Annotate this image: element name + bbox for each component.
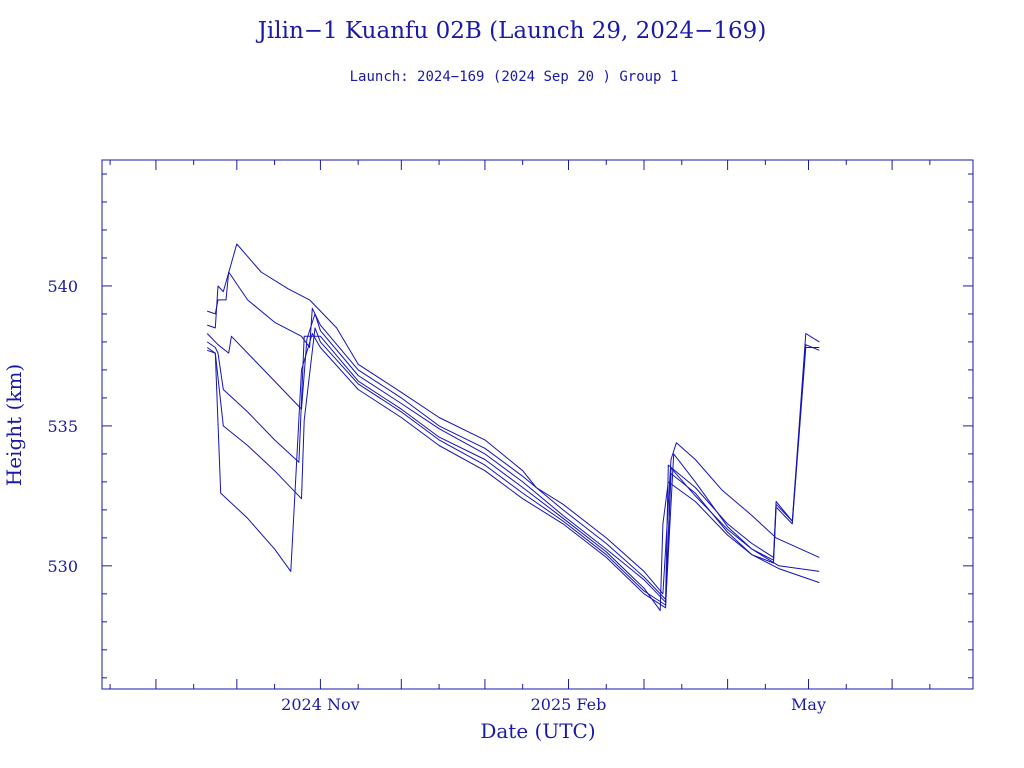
x-tick-label-3: May [791,695,826,714]
y-axis-ticks [102,173,973,679]
x-axis-label: Date (UTC) [480,719,595,743]
y-axis-tick-labels: 530 535 540 [47,277,78,576]
x-axis-ticks [109,160,974,689]
series-line-4 [206,335,820,612]
y-tick-label-3: 540 [47,277,78,296]
x-tick-label-2: 2025 Feb [531,695,607,714]
x-tick-label-1: 2024 Nov [281,695,359,714]
series-line-1 [207,243,820,595]
plot-frame [101,159,974,690]
x-axis-tick-labels: 2024 Nov 2025 Feb May [281,695,826,714]
series-line-2 [207,271,820,600]
series-line-5 [207,327,820,606]
chart-title: Jilin−1 Kuanfu 02B (Launch 29, 2024−169) [256,18,767,44]
series-group [206,243,820,612]
chart-subtitle: Launch: 2024−169 (2024 Sep 20 ) Group 1 [350,69,679,85]
y-tick-label-1: 530 [47,557,78,576]
y-tick-label-2: 535 [47,417,78,436]
series-line-6 [206,333,820,609]
y-axis-label: Height (km) [2,364,26,486]
series-line-3 [206,313,820,603]
